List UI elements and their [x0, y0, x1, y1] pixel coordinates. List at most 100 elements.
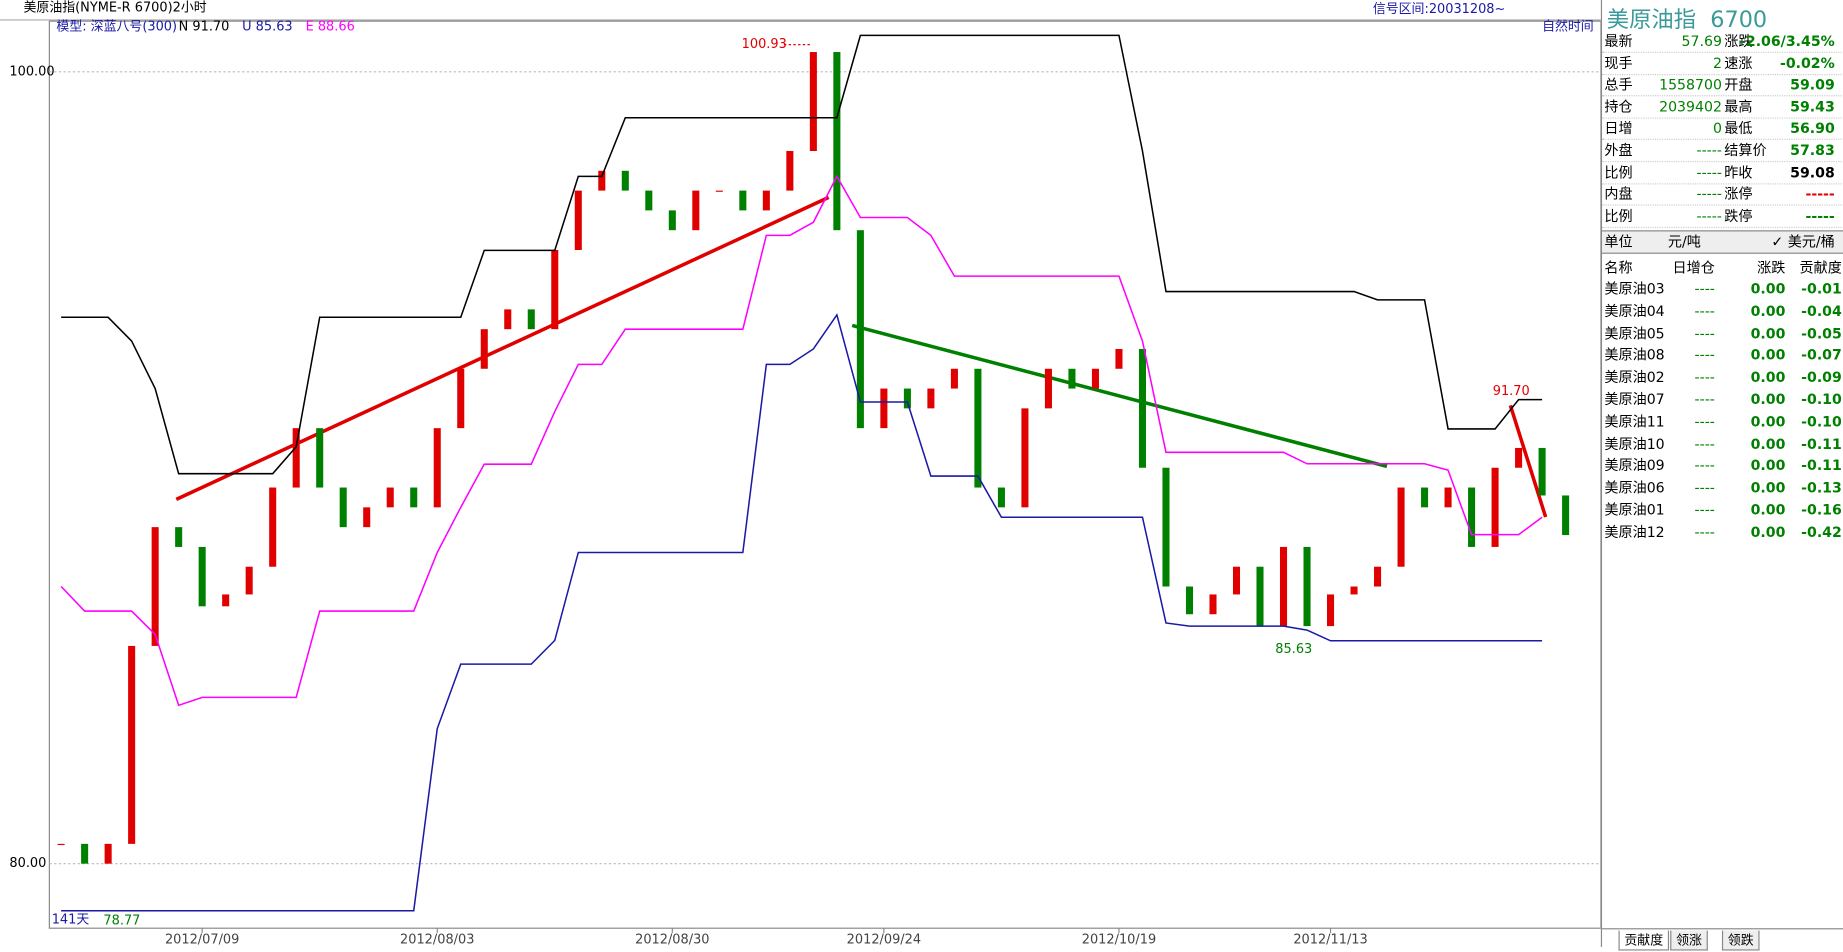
price-bar [551, 249, 559, 330]
table-row[interactable]: 美原油06 ---- 0.00 -0.13 [1602, 477, 1843, 498]
tab-bar: 贡献度 领涨 领跌 [1602, 928, 1843, 951]
price-bar [1256, 566, 1264, 627]
table-cell: 0.00 [1750, 435, 1786, 452]
table-row[interactable]: 美原油01 ---- 0.00 -0.16 [1602, 499, 1843, 520]
table-row[interactable]: 美原油05 ---- 0.00 -0.05 [1602, 323, 1843, 344]
price-bar [1162, 467, 1170, 587]
quote-value: ----- [1696, 142, 1722, 159]
table-row[interactable]: 美原油09 ---- 0.00 -0.11 [1602, 455, 1843, 476]
quote-value: 1558700 [1659, 76, 1722, 94]
table-cell: 0.00 [1750, 369, 1786, 386]
quote-label: 速涨 [1724, 54, 1753, 72]
x-tick-label: 2012/07/09 [165, 932, 239, 947]
table-cell: ---- [1694, 413, 1715, 430]
price-bar [833, 52, 841, 231]
table-cell: -0.10 [1801, 413, 1842, 430]
price-bar [81, 843, 89, 864]
price-bar [292, 428, 300, 488]
tab[interactable]: 领跌 [1721, 930, 1760, 951]
quote-row: 现手 2 速涨 -0.02% [1602, 52, 1843, 75]
price-bar [786, 151, 794, 191]
quote-label: 结算价 [1724, 142, 1767, 159]
table-cell: -0.11 [1801, 457, 1842, 474]
quote-value: ----- [1696, 185, 1722, 203]
annotation: 91.70 [1493, 384, 1530, 399]
price-bar [151, 527, 159, 646]
price-bar [1138, 348, 1146, 468]
price-bar [1515, 447, 1523, 468]
price-bar [1279, 546, 1288, 627]
annotation: 85.63 [1275, 642, 1312, 657]
price-bar [245, 566, 253, 595]
table-cell: ---- [1694, 501, 1715, 519]
annotation: 78.77 [103, 914, 140, 929]
indicator-line [61, 34, 1543, 475]
table-row[interactable]: 美原油04 ---- 0.00 -0.04 [1602, 301, 1843, 322]
price-bar [410, 487, 418, 508]
table-cell: -0.11 [1801, 435, 1842, 452]
price-bar [1468, 487, 1476, 547]
quote-label: 比例 [1604, 164, 1633, 181]
price-bar [57, 843, 65, 846]
price-bar [386, 487, 394, 508]
table-cell: 美原油08 [1604, 347, 1665, 364]
table-cell: 0.00 [1750, 479, 1786, 497]
quote-value: 57.69 [1681, 32, 1722, 50]
tab[interactable]: 领涨 [1670, 930, 1708, 951]
annotation: 141天 [52, 912, 90, 927]
table-row[interactable]: 美原油10 ---- 0.00 -0.11 [1602, 433, 1843, 454]
price-bar [1068, 368, 1076, 389]
signal-range: 信号区间:20031208~ [1373, 2, 1506, 17]
quote-value: 0 [1712, 120, 1722, 137]
table-cell: 美原油12 [1604, 523, 1665, 541]
table-cell: ---- [1694, 457, 1715, 474]
table-cell: ---- [1694, 280, 1715, 298]
price-bar [997, 487, 1005, 508]
quote-value: ----- [1805, 207, 1835, 225]
price-bar [433, 428, 441, 508]
price-bar [339, 487, 347, 528]
table-row[interactable]: 美原油07 ---- 0.00 -0.10 [1602, 389, 1843, 410]
unit-option[interactable]: ✓ 美元/桶 [1771, 233, 1835, 251]
table-row[interactable]: 美原油08 ---- 0.00 -0.07 [1602, 345, 1843, 366]
quote-label: 涨停 [1724, 185, 1753, 203]
price-bar [1232, 566, 1241, 595]
table-row[interactable]: 美原油12 ---- 0.00 -0.42 [1602, 521, 1843, 542]
model: 模型: 深蓝八号(300) [56, 20, 177, 35]
quote-label: 开盘 [1724, 76, 1753, 94]
table-cell: ---- [1694, 369, 1715, 386]
annotation: 100.93 [742, 37, 787, 52]
x-tick-label: 2012/11/13 [1293, 932, 1367, 947]
quote-value: ----- [1696, 164, 1722, 181]
price-bar [1021, 408, 1029, 508]
x-tick-label: 2012/10/19 [1082, 932, 1156, 947]
quote-label: 涨跌 [1724, 32, 1753, 50]
table-header: 名称 日增仓 涨跌 贡献度 [1602, 257, 1843, 278]
quote-value: 57.83 [1790, 142, 1835, 159]
price-bar [1491, 467, 1499, 547]
unit-option[interactable]: 元/吨 [1667, 233, 1701, 251]
quote-label: 昨收 [1724, 164, 1753, 181]
tab[interactable]: 贡献度 [1618, 930, 1670, 951]
price-bar [1209, 594, 1217, 615]
table-cell: -0.01 [1801, 280, 1842, 298]
quote-value: 56.90 [1790, 120, 1835, 137]
table-cell: 美原油10 [1604, 435, 1665, 452]
quote-row: 日增 0 最低 56.90 [1602, 118, 1843, 141]
table-row[interactable]: 美原油11 ---- 0.00 -0.10 [1602, 411, 1843, 432]
quote-label: 最低 [1724, 120, 1753, 137]
table-cell: ---- [1694, 523, 1715, 541]
table-cell: 美原油05 [1604, 324, 1665, 342]
table-cell: 0.00 [1750, 280, 1786, 298]
time-mode-button[interactable]: 自然时间 [1542, 19, 1594, 35]
table-cell: ---- [1694, 324, 1715, 342]
y-tick-label: 80.00 [9, 856, 46, 871]
table-row[interactable]: 美原油02 ---- 0.00 -0.09 [1602, 367, 1843, 388]
y-tick-label: 100.00 [9, 64, 54, 79]
table-row[interactable]: 美原油03 ---- 0.00 -0.01 [1602, 278, 1843, 299]
price-bar [1444, 487, 1452, 508]
quote-label: 外盘 [1604, 142, 1633, 159]
table-cell: 0.00 [1750, 302, 1786, 320]
quote-value: 2 [1712, 54, 1722, 72]
